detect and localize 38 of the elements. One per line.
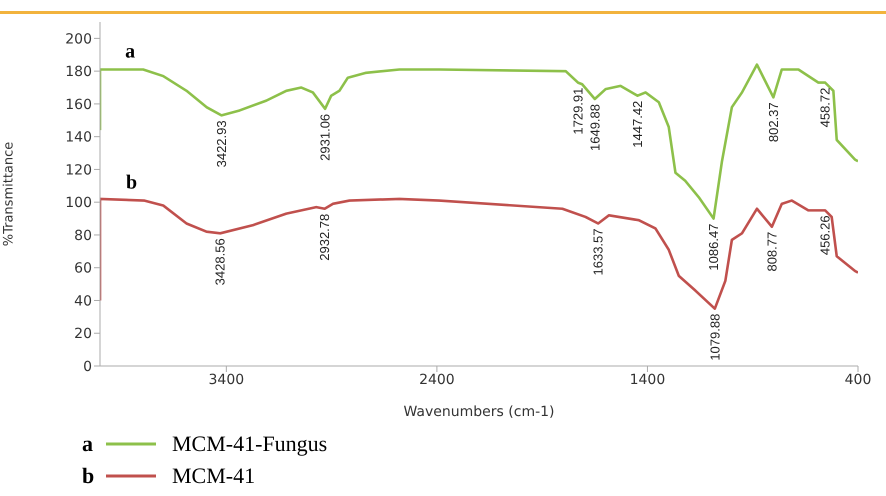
annotation: 3422.93 [214, 120, 229, 168]
annotation: 456.26 [818, 215, 833, 256]
annotation: 1086.47 [706, 224, 722, 271]
y-tick-label: 0 [83, 358, 92, 375]
annotation: 1079.88 [707, 314, 722, 361]
annotation: b [126, 172, 138, 194]
y-tick-label: 80 [74, 228, 92, 244]
x-tick-label: 3400 [208, 372, 244, 388]
x-tick-label: 1400 [630, 372, 666, 388]
annotation: 1633.57 [590, 228, 606, 276]
y-tick-label: 200 [65, 31, 92, 48]
y-tick-label: 40 [74, 293, 92, 310]
annotation: 1729.91 [570, 88, 586, 135]
annotation: 802.37 [766, 102, 781, 142]
line-series [100, 198, 858, 310]
annotation: 808.77 [764, 232, 780, 272]
annotation: 1447.42 [630, 100, 646, 148]
y-tick-label: 140 [65, 130, 92, 146]
y-tick-label: 160 [65, 96, 92, 113]
y-tick-label: 100 [65, 195, 92, 212]
x-tick-label: 400 [844, 372, 872, 388]
text: a [82, 431, 93, 456]
y-axis-title: %Transmittance [2, 142, 17, 246]
annotation: 3428.56 [212, 238, 228, 286]
y-tick-label: 180 [65, 64, 92, 80]
y-tick-label: 20 [74, 326, 92, 342]
legend-label: MCM-41-Fungus [172, 431, 328, 457]
annotation: 2931.06 [318, 114, 333, 161]
x-tick-label: 2400 [419, 372, 455, 388]
x-axis-title: Wavenumbers (cm-1) [403, 404, 555, 420]
annotation: 2932.78 [317, 214, 332, 261]
y-tick-label: 120 [65, 162, 92, 178]
annotation: 1649.88 [587, 104, 602, 151]
y-tick-label: 60 [74, 260, 92, 277]
annotation: 458.72 [818, 88, 833, 128]
text: b [82, 463, 94, 488]
annotation: a [125, 40, 136, 63]
legend-label: MCM-41 [172, 463, 256, 489]
